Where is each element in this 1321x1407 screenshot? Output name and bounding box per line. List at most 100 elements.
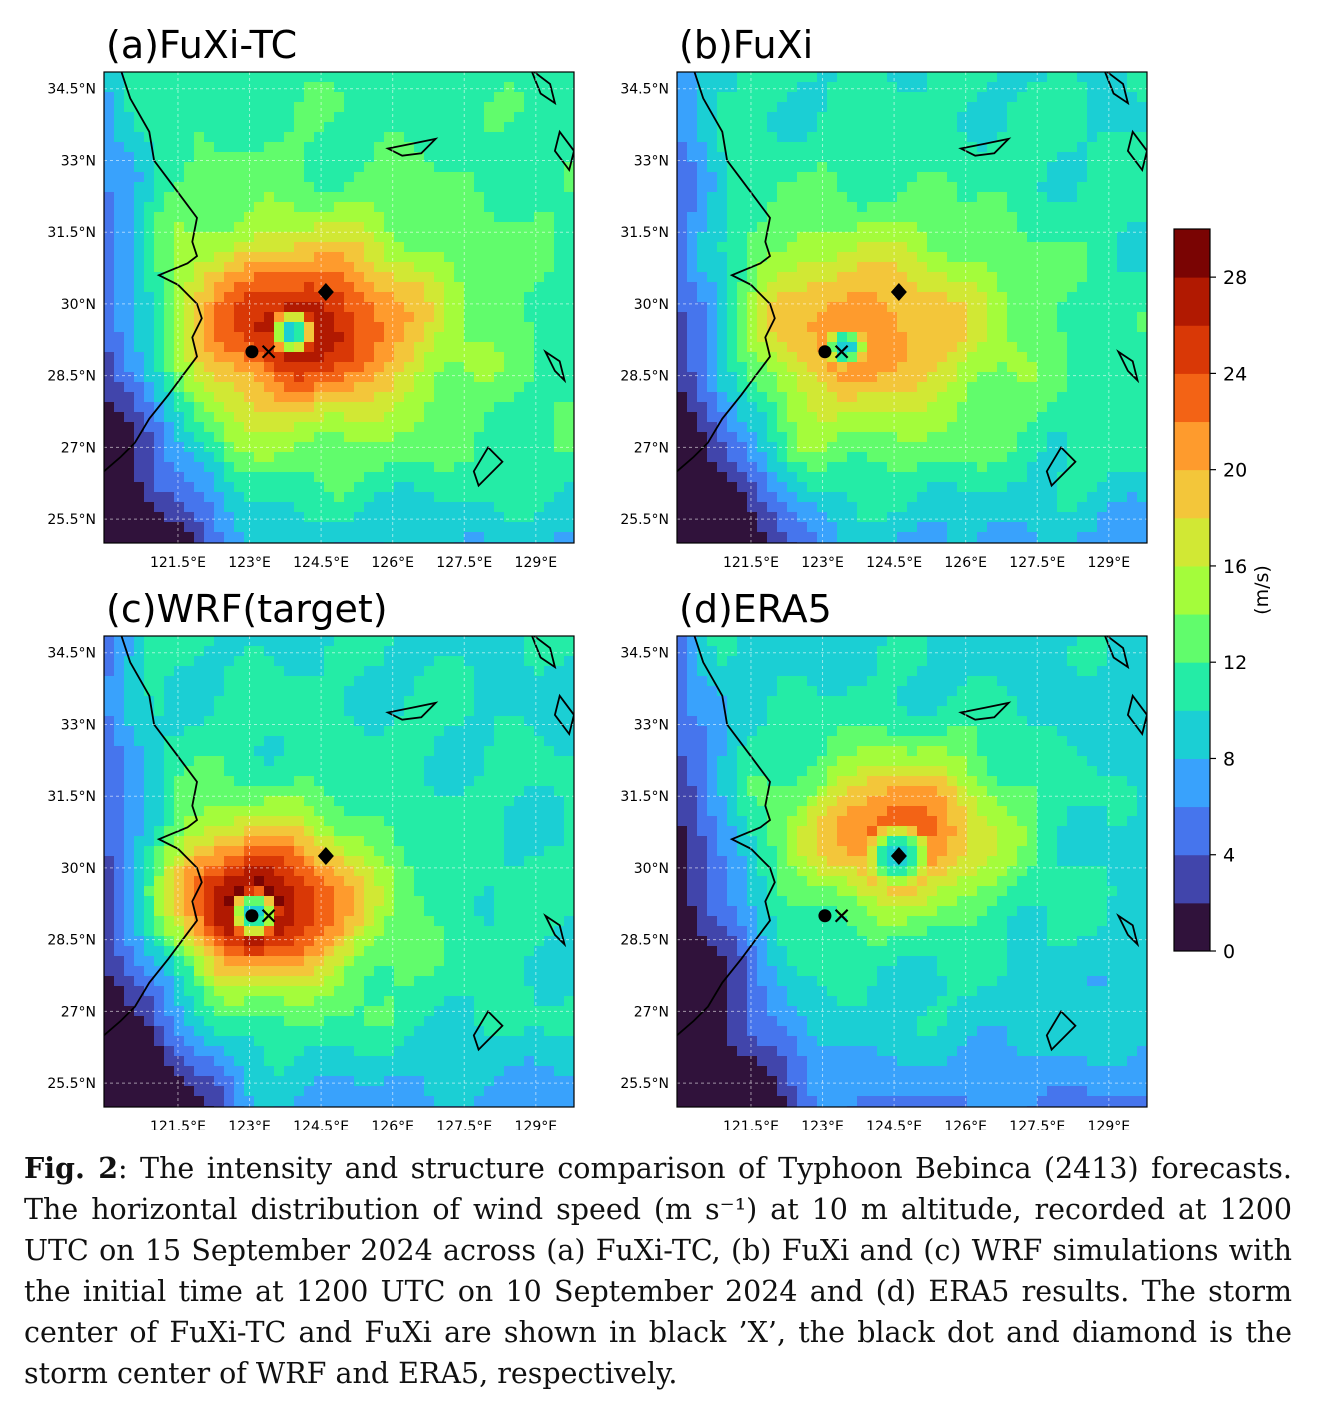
lat-tick-label: 30°N (634, 297, 669, 313)
colorbar-tick-label: 20 (1223, 460, 1247, 482)
island-outline (1104, 636, 1130, 670)
colorbar-segment (1174, 806, 1210, 856)
lat-tick-label: 25.5°N (47, 1076, 96, 1092)
map-panel: (a)FuXi-TC 121.5°E 123°E 124.5°E 126°E 127.5°… (47, 23, 575, 571)
colorbar-tick-label: 4 (1223, 845, 1235, 867)
colorbar-segment (1174, 277, 1210, 326)
lat-tick-label: 31.5°N (620, 225, 669, 241)
colorbar-tick-label: 16 (1223, 556, 1247, 578)
island-outline (1045, 445, 1077, 488)
lat-tick-label: 27°N (634, 440, 669, 456)
wind-speed-field (677, 72, 1147, 543)
island-outline (543, 913, 567, 948)
colorbar-tick-label: 12 (1223, 652, 1247, 674)
lon-tick-label: 126°E (371, 555, 414, 571)
lon-tick-label: 127.5°E (436, 555, 492, 571)
lon-tick-label: 129°E (515, 1119, 558, 1130)
lat-tick-label: 27°N (61, 440, 96, 456)
island-outline (531, 72, 557, 106)
coastline (104, 636, 203, 1036)
panel-frame (676, 71, 1148, 544)
lat-tick-label: 33°N (61, 717, 96, 733)
lon-tick-label: 129°E (1088, 1119, 1131, 1130)
lon-tick-label: 124.5°E (293, 1119, 349, 1130)
lon-tick-label: 121.5°E (723, 1119, 779, 1130)
wrf-center-dot (245, 909, 259, 923)
caption-label: Fig. 2 (24, 1151, 119, 1185)
lat-tick-label: 27°N (634, 1004, 669, 1020)
colorbar-segment (1174, 517, 1210, 567)
map-panel: (c)WRF(target) 121.5°E 123°E 124.5°E 126°E 12… (47, 587, 575, 1130)
caption-text: : The intensity and structure comparison… (24, 1152, 1292, 1390)
island-outline (553, 129, 574, 173)
lat-tick-label: 33°N (634, 717, 669, 733)
fuxi-center-x (261, 344, 276, 359)
lon-tick-label: 123°E (801, 555, 844, 571)
island-outline (543, 349, 567, 384)
colorbar-tick-label: 28 (1223, 267, 1247, 289)
lat-tick-label: 28.5°N (620, 369, 669, 385)
lat-tick-label: 34.5°N (620, 646, 669, 662)
wind-speed-field (104, 72, 574, 543)
island-outline (1116, 913, 1140, 948)
lat-tick-label: 34.5°N (620, 82, 669, 98)
island-outline (472, 1009, 504, 1052)
island-outline (385, 137, 439, 157)
colorbar-label: (m/s) (1251, 565, 1273, 615)
island-outline (958, 137, 1012, 157)
colorbar-segment (1174, 614, 1210, 663)
colorbar-segment (1174, 421, 1210, 471)
colorbar-segment (1174, 325, 1210, 374)
colorbar-segment (1174, 902, 1210, 952)
lat-tick-label: 34.5°N (47, 646, 96, 662)
lat-tick-label: 27°N (61, 1004, 96, 1020)
lon-tick-label: 129°E (1088, 555, 1131, 571)
lat-tick-label: 30°N (61, 861, 96, 877)
lat-tick-label: 30°N (61, 297, 96, 313)
island-outline (958, 701, 1012, 721)
lon-tick-label: 123°E (801, 1119, 844, 1130)
colorbar: 0 4 8 12 16 20 24 28 (m/s) (1173, 228, 1273, 963)
lon-tick-label: 124.5°E (866, 555, 922, 571)
figure: (a)FuXi-TC 121.5°E 123°E 124.5°E 126°E 127.5°… (47, 23, 1273, 1130)
colorbar-segment (1174, 469, 1210, 519)
lat-tick-label: 25.5°N (620, 1076, 669, 1092)
island-outline (1126, 129, 1147, 173)
lat-tick-label: 31.5°N (620, 789, 669, 805)
lat-tick-label: 28.5°N (620, 933, 669, 949)
island-outline (1126, 693, 1147, 737)
map-panel: (d)ERA5 121.5°E 123°E 124.5°E 126°E 127.5°E 12… (620, 587, 1148, 1130)
wind-speed-field (677, 636, 1147, 1107)
lon-tick-label: 121.5°E (723, 555, 779, 571)
island-outline (1104, 72, 1130, 106)
island-outline (1116, 349, 1140, 384)
map-panel: (b)FuXi 121.5°E 123°E 124.5°E 126°E 127.5°E 12… (620, 23, 1148, 571)
fuxi-center-x (834, 908, 849, 923)
colorbar-segment (1174, 854, 1210, 904)
lat-tick-label: 33°N (634, 153, 669, 169)
colorbar-segment (1174, 662, 1210, 711)
era5-center-diamond (317, 846, 334, 865)
panel-title: (a)FuXi-TC (106, 23, 297, 67)
lat-tick-label: 31.5°N (47, 789, 96, 805)
island-outline (472, 445, 504, 488)
coastline (677, 72, 776, 472)
lon-tick-label: 121.5°E (150, 1119, 206, 1130)
colorbar-segment (1174, 710, 1210, 759)
lon-tick-label: 124.5°E (866, 1119, 922, 1130)
lon-tick-label: 124.5°E (293, 555, 349, 571)
fuxi-center-x (834, 344, 849, 359)
lat-tick-label: 33°N (61, 153, 96, 169)
lat-tick-label: 30°N (634, 861, 669, 877)
lat-tick-label: 25.5°N (47, 512, 96, 528)
wrf-center-dot (818, 909, 832, 923)
lon-tick-label: 123°E (228, 1119, 271, 1130)
wrf-center-dot (818, 345, 832, 359)
island-outline (553, 693, 574, 737)
figure-caption: Fig. 2: The intensity and structure comp… (24, 1148, 1292, 1394)
lat-tick-label: 28.5°N (47, 369, 96, 385)
colorbar-tick-label: 8 (1223, 748, 1235, 770)
island-outline (531, 636, 557, 670)
lon-tick-label: 126°E (944, 1119, 987, 1130)
coastline (104, 72, 203, 472)
